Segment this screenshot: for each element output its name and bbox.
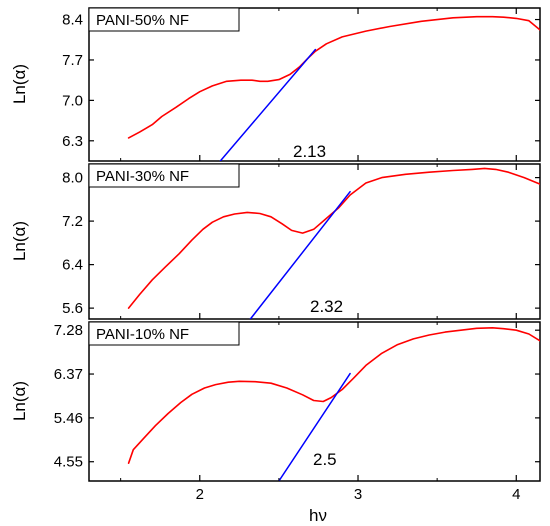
tauc-fit-line [219, 48, 317, 161]
y-tick-label: 6.4 [62, 257, 83, 274]
panel-pani-10: 4.55 5.46 6.37 7.28 PANI-10% NF 2.5 [54, 321, 541, 482]
panel-pani-30: 5.6 6.4 7.2 8.0 PANI-30% NF 2.32 [62, 163, 541, 320]
y-tick-label: 8.4 [62, 12, 83, 29]
y-ticks: 6.3 7.0 7.7 8.4 [62, 12, 540, 150]
y-tick-label: 6.3 [62, 133, 83, 150]
absorption-curve [127, 167, 540, 309]
bandgap-annotation: 2.32 [310, 297, 343, 316]
x-axis-title: hν [309, 506, 327, 525]
panel-frame [88, 7, 541, 162]
y-axis-title: Ln(α) [10, 221, 29, 261]
y-axis-titles: Ln(α) Ln(α) Ln(α) [10, 64, 29, 421]
y-ticks: 4.55 5.46 6.37 7.28 [54, 322, 540, 471]
y-tick-label: 6.37 [54, 366, 83, 383]
panel-pani-50: 6.3 7.0 7.7 8.4 PANI-50% NF 2.13 [62, 7, 541, 162]
y-tick-label: 7.2 [62, 213, 83, 230]
bandgap-annotation: 2.5 [313, 450, 337, 469]
x-tick-label: 4 [512, 486, 520, 503]
x-tick-labels: 2 3 4 [196, 486, 521, 503]
plot-area [127, 326, 540, 481]
panel-label: PANI-10% NF [96, 326, 189, 343]
bandgap-annotation: 2.13 [293, 142, 326, 161]
panel-label: PANI-50% NF [96, 12, 189, 29]
panel-label-box [88, 163, 240, 188]
panel-frame [88, 321, 541, 482]
tauc-fit-line [278, 372, 351, 481]
panel-label: PANI-30% NF [96, 168, 189, 185]
plot-area [127, 167, 540, 319]
y-tick-label: 7.0 [62, 92, 83, 109]
y-tick-label: 7.7 [62, 52, 83, 69]
panel-frame [88, 163, 541, 320]
tauc-fit-line [249, 190, 351, 319]
plot-area [127, 15, 540, 161]
absorption-curve [127, 15, 540, 139]
y-ticks: 5.6 6.4 7.2 8.0 [62, 170, 540, 317]
panel-label-box [88, 7, 240, 32]
y-tick-label: 8.0 [62, 170, 83, 187]
y-tick-label: 5.46 [54, 410, 83, 427]
y-tick-label: 7.28 [54, 322, 83, 339]
y-tick-label: 4.55 [54, 454, 83, 471]
x-tick-label: 2 [196, 486, 204, 503]
y-tick-label: 5.6 [62, 300, 83, 317]
panel-label-box [88, 321, 240, 346]
absorption-curve [127, 326, 540, 465]
y-axis-title: Ln(α) [10, 381, 29, 421]
y-axis-title: Ln(α) [10, 64, 29, 104]
x-tick-label: 3 [354, 486, 362, 503]
